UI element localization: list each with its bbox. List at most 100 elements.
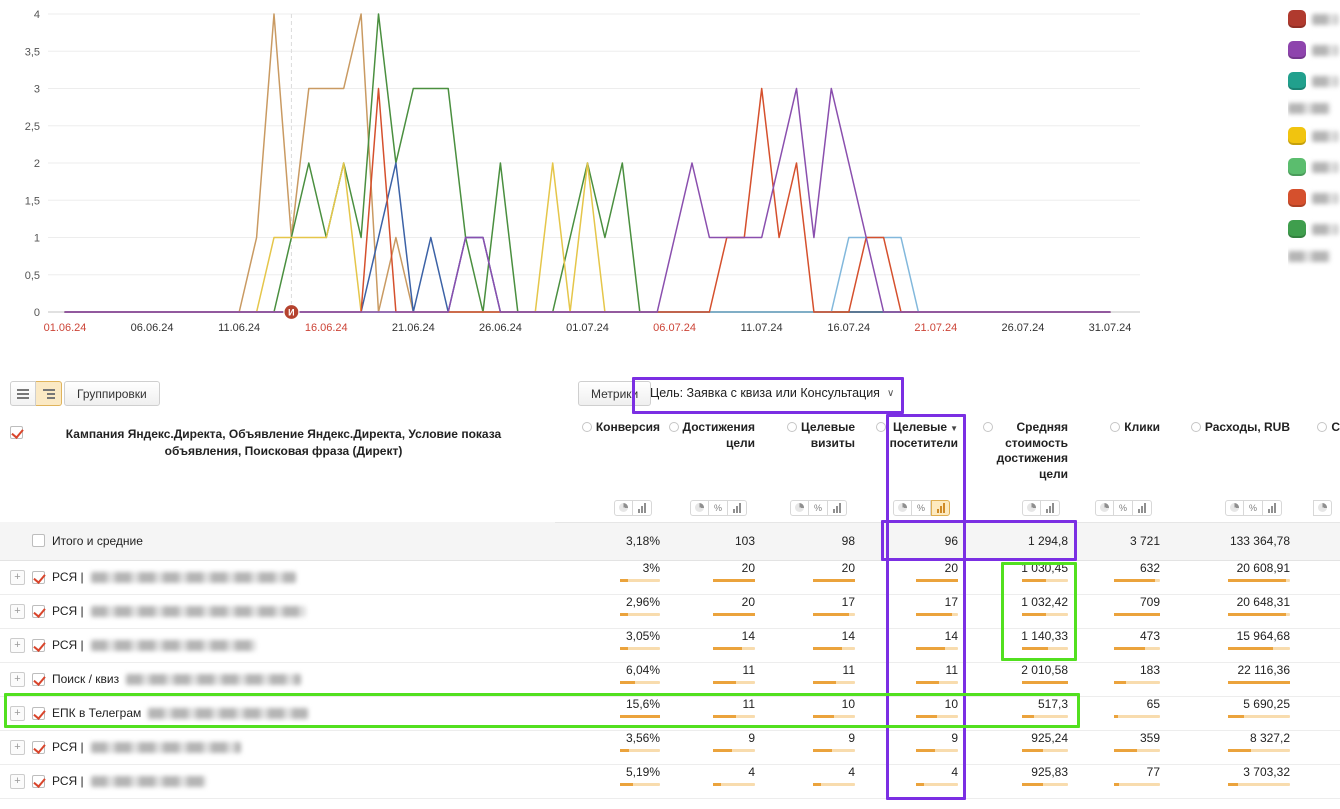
metric-value-cell: 1 140,33 [958,628,1068,662]
row-label[interactable]: РСЯ | [52,570,84,584]
row-label[interactable]: РСЯ | [52,638,84,652]
bar-chart-icon[interactable] [828,500,847,516]
row-checkbox[interactable] [32,639,45,652]
metric-value-cell: 473 [1068,628,1160,662]
percent-icon[interactable]: % [1114,500,1133,516]
pie-chart-icon[interactable] [690,500,709,516]
metric-display-mode-group [1290,500,1340,516]
metric-column-header[interactable]: Целевыевизиты [755,420,855,494]
pie-chart-icon[interactable] [1225,500,1244,516]
metric-column-header[interactable]: Расходы, RUB [1160,420,1290,494]
metric-value-cell: 4 [660,764,755,798]
row-checkbox[interactable] [32,741,45,754]
metric-value-cell: 96 [855,522,958,560]
row-label[interactable]: РСЯ | [52,604,84,618]
expand-row-button[interactable]: + [10,638,25,653]
metric-column-header[interactable]: С [1290,420,1340,494]
row-checkbox[interactable] [32,571,45,584]
svg-text:26.07.24: 26.07.24 [1002,322,1045,334]
goal-dropdown[interactable]: Цель: Заявка с квиза или Консультация ∨ [650,386,894,400]
value-share-bar [1228,579,1290,582]
row-checkbox[interactable] [32,707,45,720]
metric-column-header[interactable]: Средняястоимостьдостиженияцели [958,420,1068,494]
legend-item[interactable] [1288,251,1340,262]
legend-label-blurred [1288,103,1330,114]
value-share-bar [1228,749,1290,752]
metric-column-header[interactable]: Конверсия [555,420,660,494]
svg-text:21.06.24: 21.06.24 [392,322,435,334]
percent-icon[interactable]: % [912,500,931,516]
row-checkbox[interactable] [10,426,23,439]
legend-item[interactable] [1288,189,1340,207]
value-share-bar [620,681,660,684]
row-checkbox[interactable] [32,673,45,686]
metrics-button[interactable]: Метрики [578,381,651,406]
percent-icon[interactable]: % [1244,500,1263,516]
value-share-bar [620,783,660,786]
value-share-bar [916,647,958,650]
bar-chart-icon[interactable] [1133,500,1152,516]
bar-chart-icon[interactable] [1263,500,1282,516]
expand-row-button[interactable]: + [10,774,25,789]
row-checkbox[interactable] [32,775,45,788]
legend-item[interactable] [1288,41,1340,59]
value-share-bar [1228,783,1290,786]
pie-chart-icon[interactable] [790,500,809,516]
value-share-bar [713,647,755,650]
expand-row-button[interactable]: + [10,570,25,585]
value-share-bar [620,647,660,650]
metric-value-cell: 8 327,2 [1160,730,1290,764]
expand-row-button[interactable]: + [10,604,25,619]
value-share-bar [713,749,755,752]
value-share-bar [713,613,755,616]
value-share-bar [1228,613,1290,616]
legend-item[interactable] [1288,220,1340,238]
svg-text:2,5: 2,5 [25,121,40,133]
legend-label-blurred [1312,193,1338,204]
metric-value-cell: 10 [855,696,958,730]
pie-chart-icon[interactable] [893,500,912,516]
row-label[interactable]: Поиск / квиз [52,672,119,686]
metric-value-cell: 17 [855,594,958,628]
value-share-bar [1022,647,1068,650]
metric-column-header[interactable]: Целевые▼посетители [855,420,958,494]
groupings-button[interactable]: Группировки [64,381,160,406]
percent-icon[interactable]: % [709,500,728,516]
expand-row-button[interactable]: + [10,672,25,687]
metric-column-header[interactable]: Достиженияцели [660,420,755,494]
row-checkbox[interactable] [32,605,45,618]
tree-view-toggle[interactable] [36,381,62,406]
bar-chart-icon[interactable] [931,500,950,516]
expand-row-button[interactable]: + [10,740,25,755]
expand-row-button[interactable]: + [10,706,25,721]
metric-value-cell: 11 [660,696,755,730]
line-chart: 00,511,522,533,5401.06.2406.06.2411.06.2… [0,0,1150,348]
row-label-blurred [126,674,301,685]
metric-value-cell: 9 [660,730,755,764]
bar-chart-icon[interactable] [1041,500,1060,516]
row-label[interactable]: ЕПК в Телеграм [52,706,141,720]
legend-item[interactable] [1288,158,1340,176]
list-view-toggle[interactable] [10,381,36,406]
legend-item[interactable] [1288,72,1340,90]
bar-chart-icon[interactable] [728,500,747,516]
metric-value-cell: 183 [1068,662,1160,696]
pie-chart-icon[interactable] [614,500,633,516]
value-share-bar [813,783,855,786]
legend-item[interactable] [1288,10,1340,28]
legend-item[interactable] [1288,127,1340,145]
row-checkbox[interactable] [32,534,45,547]
metric-column-header[interactable]: Клики [1068,420,1160,494]
bar-chart-icon[interactable] [633,500,652,516]
legend-label-blurred [1288,251,1330,262]
pie-chart-icon[interactable] [1313,500,1332,516]
pie-chart-icon[interactable] [1095,500,1114,516]
percent-icon[interactable]: % [809,500,828,516]
dimension-header-label: Кампания Яндекс.Директа, Объявление Янде… [31,426,536,460]
value-share-bar [620,715,660,718]
table-row: +Поиск / квиз6,04%1111112 010,5818322 11… [0,662,1340,696]
legend-item[interactable] [1288,103,1340,114]
row-label[interactable]: РСЯ | [52,740,84,754]
pie-chart-icon[interactable] [1022,500,1041,516]
row-label[interactable]: РСЯ | [52,774,84,788]
